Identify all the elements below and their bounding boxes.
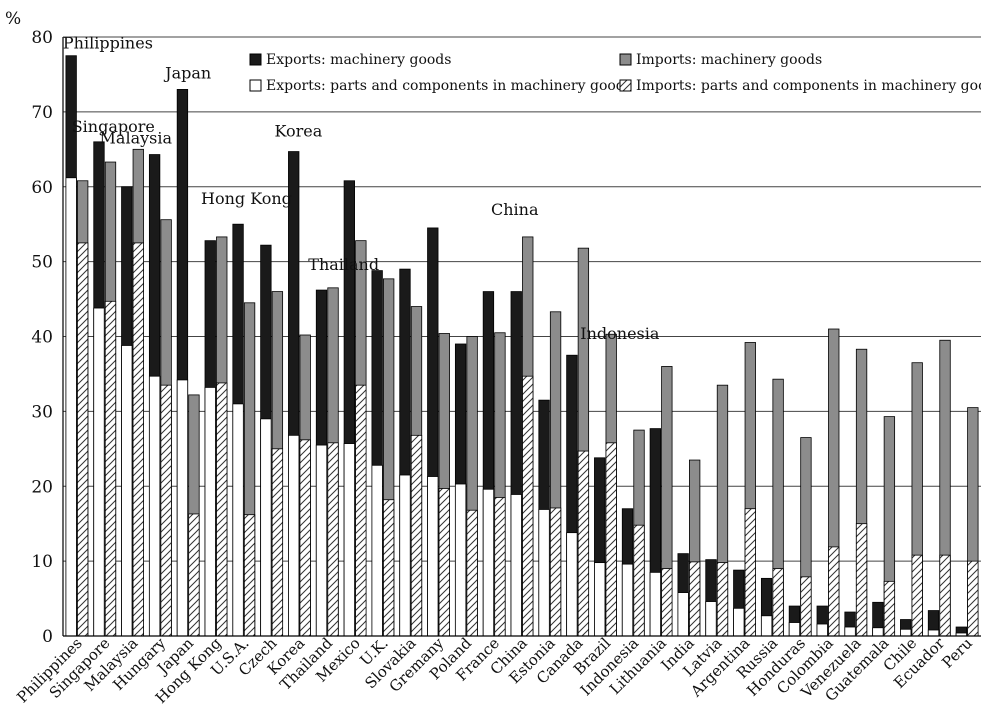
annotation-china: China: [491, 200, 539, 219]
bar-imports-parts-chile: [911, 554, 923, 637]
bar-imports-parts-philippines: [77, 242, 89, 637]
axes: [62, 37, 981, 637]
grid-lines: [63, 36, 981, 562]
bar-exports-parts-argentina: [733, 607, 745, 637]
bar-imports-parts-india: [689, 561, 701, 637]
y-tick-label-10: 10: [31, 552, 53, 572]
bar-exports-parts-mexico: [343, 443, 355, 637]
bar-imports-parts-guatemala: [883, 580, 896, 637]
bar-imports-parts-u-k: [383, 499, 395, 637]
bar-imports-parts-thailand: [327, 442, 339, 637]
y-tick-label-20: 20: [31, 477, 53, 497]
bar-imports-parts-poland: [466, 509, 478, 637]
bar-exports-parts-latvia: [705, 601, 717, 637]
legend: Exports: machinery goods Exports: parts …: [249, 52, 981, 94]
bar-exports-parts-u-s-a: [232, 403, 244, 637]
bar-exports-parts-korea: [288, 434, 300, 637]
annotation-philippines: Philippines: [63, 34, 153, 53]
bar-exports-parts-honduras: [788, 622, 801, 637]
bar-imports-parts-slovakia: [410, 434, 423, 637]
bar-exports-parts-japan: [176, 379, 189, 637]
bar-exports-parts-indonesia: [621, 563, 634, 637]
bar-exports-parts-gremany: [427, 476, 439, 637]
bar-imports-parts-peru: [967, 560, 979, 637]
bar-exports-parts-canada: [566, 532, 578, 637]
bar-imports-parts-czech: [271, 448, 284, 637]
bar-imports-parts-venezuela: [855, 523, 868, 637]
bar-imports-parts-honduras: [800, 576, 812, 637]
bar-imports-parts-estonia: [549, 507, 562, 637]
legend-swatch-exports-machinery: [249, 53, 262, 66]
bar-imports-parts-france: [494, 497, 506, 637]
bar-imports-parts-hungary: [160, 384, 172, 637]
bar-exports-parts-brazil: [594, 562, 606, 637]
category-labels: PhilippinesSingaporeMalaysiaHungaryJapan…: [13, 634, 976, 708]
bar-imports-parts-u-s-a: [243, 514, 256, 637]
bar-imports-parts-gremany: [438, 488, 450, 637]
annotation-hong-kong: Hong Kong: [201, 189, 292, 208]
bar-imports-parts-indonesia: [633, 524, 645, 637]
bar-exports-parts-slovakia: [399, 474, 411, 637]
bar-exports-parts-russia: [760, 615, 773, 637]
bar-exports-parts-czech: [260, 418, 272, 637]
bar-imports-parts-brazil: [605, 442, 617, 637]
y-tick-label-80: 80: [31, 28, 53, 48]
bar-imports-parts-malaysia: [132, 242, 144, 637]
y-tick-label-50: 50: [31, 253, 53, 273]
bar-imports-parts-singapore: [104, 300, 117, 637]
y-axis-ticks: 0 10 20 30 40 50 60 70 80: [31, 28, 53, 647]
bar-imports-parts-canada: [577, 450, 590, 637]
y-tick-label-30: 30: [31, 402, 53, 422]
annotation-indonesia: Indonesia: [580, 324, 660, 343]
bar-imports-parts-japan: [188, 513, 200, 637]
bar-exports-parts-colombia: [816, 623, 828, 637]
bar-exports-parts-hungary: [148, 375, 161, 637]
annotation-malaysia: Malaysia: [100, 128, 173, 147]
bar-exports-parts-china: [510, 494, 522, 637]
bar-imports-parts-colombia: [828, 546, 840, 637]
legend-label-exports-parts: Exports: parts and components in machine…: [266, 78, 632, 94]
bar-imports-parts-russia: [772, 568, 784, 637]
bar-imports-parts-argentina: [744, 508, 756, 637]
legend-label-exports-machinery: Exports: machinery goods: [266, 52, 451, 68]
annotation-singapore: Singapore: [72, 117, 155, 136]
annotation-korea: Korea: [274, 122, 322, 141]
bars: [65, 55, 979, 637]
legend-swatch-imports-machinery: [619, 53, 632, 66]
bar-exports-parts-lithuania: [649, 571, 661, 637]
bar-exports-parts-hong-kong: [204, 387, 216, 637]
x-category-label-peru: Peru: [938, 634, 976, 672]
bar-exports-parts-u-k: [371, 464, 383, 637]
annotation-japan: Japan: [163, 63, 211, 82]
y-tick-label-70: 70: [31, 103, 53, 123]
legend-label-imports-machinery: Imports: machinery goods: [636, 52, 822, 68]
bar-exports-parts-france: [482, 488, 495, 637]
legend-label-imports-parts: Imports: parts and components in machine…: [636, 78, 981, 94]
bar-exports-parts-india: [677, 592, 689, 637]
bar-imports-parts-hong-kong: [216, 382, 228, 637]
bar-exports-parts-thailand: [315, 444, 328, 637]
bar-imports-parts-ecuador: [939, 554, 951, 637]
bar-imports-parts-lithuania: [661, 568, 673, 637]
bar-imports-parts-china: [522, 375, 534, 637]
y-tick-label-40: 40: [31, 328, 53, 348]
bar-exports-parts-poland: [454, 483, 467, 637]
y-tick-label-60: 60: [31, 178, 53, 198]
bar-exports-parts-malaysia: [121, 345, 133, 637]
bar-imports-parts-latvia: [716, 562, 729, 637]
y-unit-label: %: [5, 9, 21, 29]
legend-swatch-exports-parts: [249, 79, 262, 92]
bar-imports-parts-korea: [299, 439, 311, 637]
y-tick-label-0: 0: [42, 627, 53, 647]
bar-exports-parts-estonia: [538, 509, 550, 637]
bar-exports-parts-singapore: [93, 307, 105, 637]
annotation-thailand: Thailand: [308, 255, 379, 274]
legend-swatch-imports-parts: [619, 79, 632, 92]
bar-exports-parts-philippines: [65, 177, 77, 637]
bar-imports-parts-mexico: [355, 384, 367, 637]
